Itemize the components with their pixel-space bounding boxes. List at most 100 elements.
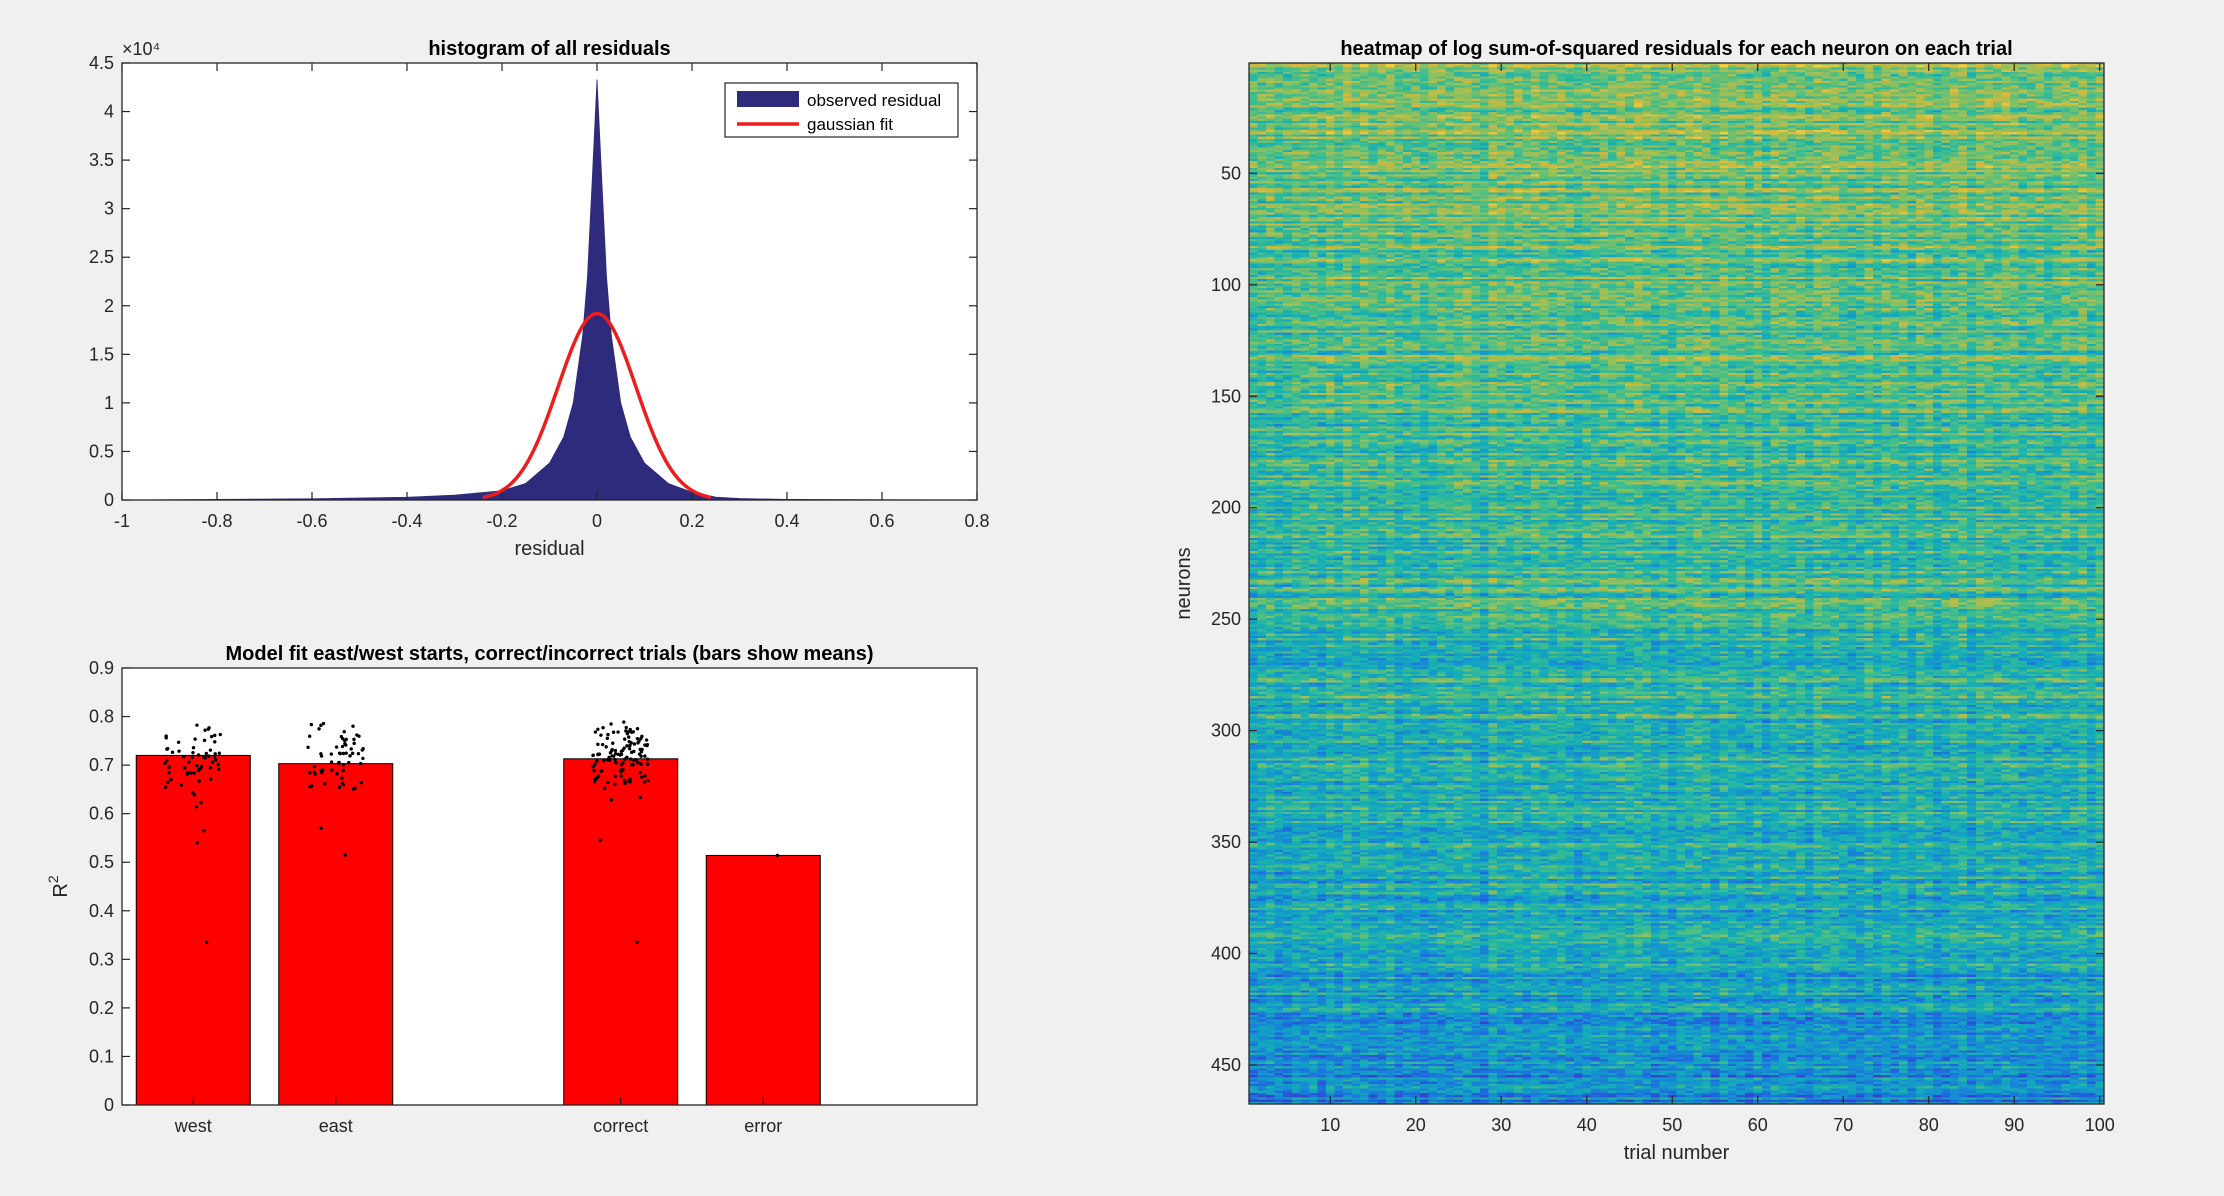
data-dot	[321, 768, 325, 772]
data-dot	[643, 754, 647, 758]
bar-y-tick-label: 0.3	[89, 949, 114, 969]
data-dot	[623, 757, 627, 761]
data-dot	[202, 738, 207, 743]
data-dot	[606, 732, 610, 737]
data-dot	[217, 767, 221, 771]
data-dot	[166, 780, 170, 784]
data-dot	[628, 777, 632, 781]
data-dot	[634, 757, 638, 762]
data-dot	[627, 747, 632, 751]
data-dot	[595, 759, 599, 763]
histogram-x-tick-label: -1	[114, 511, 130, 531]
data-dot	[599, 769, 604, 773]
histogram-panel: -1 -0.8 -0.6 -0.4 -0.2 0 0.2 0.4 0.6 0.8 0 0.5 1 1.5 2…	[89, 38, 990, 560]
data-dot	[340, 744, 345, 749]
data-dot	[195, 763, 199, 768]
histogram-legend[interactable]: observed residual gaussian fit	[724, 82, 959, 138]
bar-y-tick-label: 0.5	[89, 852, 114, 872]
dots-error	[775, 853, 780, 858]
data-dot	[213, 752, 217, 756]
heatmap-x-tick-label: 80	[1919, 1115, 1939, 1135]
heatmap-plot-area	[1249, 63, 2104, 1104]
histogram-y-tick-label: 4	[104, 102, 114, 122]
heatmap-y-axis-label: neurons	[1173, 547, 1195, 619]
data-dot	[592, 768, 596, 773]
data-dot-outlier	[204, 940, 209, 945]
data-dot	[341, 737, 345, 741]
bar-plot-area	[135, 720, 821, 1106]
legend-label-observed: observed residual	[807, 91, 941, 110]
data-dot	[208, 766, 212, 770]
data-dot	[638, 795, 642, 800]
data-dot	[619, 752, 624, 757]
data-dot	[596, 752, 600, 757]
data-dot	[619, 762, 624, 767]
data-dot	[639, 754, 643, 758]
heatmap-y-tick-label: 450	[1211, 1055, 1241, 1075]
data-dot	[632, 742, 637, 746]
histogram-title: histogram of all residuals	[428, 38, 670, 60]
bar-ticks: west east correct error 0 0.1 0.2 0.3 0.4 0.5 0.6 0…	[89, 658, 782, 1136]
heatmap-x-tick-label: 30	[1491, 1115, 1511, 1135]
data-dot	[216, 762, 220, 767]
data-dot	[337, 785, 342, 789]
heatmap-x-tick-label: 60	[1748, 1115, 1768, 1135]
histogram-x-tick-label: -0.6	[296, 511, 327, 531]
data-dot	[210, 760, 215, 764]
data-dot	[609, 722, 613, 726]
histogram-y-tick-label: 0.5	[89, 441, 114, 461]
data-dot	[182, 755, 186, 759]
dots-correct	[591, 720, 650, 945]
data-dot	[599, 733, 603, 737]
data-dot	[359, 780, 364, 785]
data-dot	[349, 747, 353, 751]
bar-y-tick-label: 0.2	[89, 998, 114, 1018]
data-dot	[204, 751, 209, 756]
heatmap-panel: 10 20 30 40 50 60 70 80 90 100 50 100 150 200 250 300 35…	[1173, 38, 2115, 1164]
data-dot	[195, 723, 199, 727]
observed-residual-histogram	[121, 79, 978, 501]
data-dot	[310, 784, 314, 788]
heatmap-title: heatmap of log sum-of-squared residuals …	[1340, 38, 2012, 60]
data-dot	[337, 751, 342, 755]
bar-chart-title: Model fit east/west starts, correct/inco…	[226, 643, 874, 665]
data-dot	[209, 777, 213, 781]
data-dot	[209, 734, 214, 739]
gaussian-fit-line	[482, 311, 712, 500]
bar-x-tick-label: west	[174, 1116, 212, 1136]
data-dot	[308, 770, 312, 775]
histogram-x-tick-label: -0.2	[486, 511, 517, 531]
data-dot	[613, 748, 618, 753]
data-dot	[169, 778, 173, 782]
data-dot	[323, 782, 327, 786]
bar-axes-background	[122, 668, 977, 1105]
data-dot	[213, 740, 217, 744]
data-dot	[307, 734, 312, 738]
data-dot	[602, 759, 606, 763]
heatmap-x-tick-label: 70	[1833, 1115, 1853, 1135]
histogram-x-tick-label: -0.4	[391, 511, 422, 531]
histogram-y-tick-label: 3.5	[89, 150, 114, 170]
data-dot	[611, 730, 616, 734]
data-dot	[352, 737, 356, 742]
data-dot	[616, 730, 620, 734]
data-dot	[613, 752, 618, 756]
bar-east	[278, 763, 394, 1106]
data-dot	[337, 760, 341, 765]
data-dot	[351, 724, 355, 728]
data-dot	[645, 757, 650, 761]
histogram-x-tick-label: 0.6	[869, 511, 894, 531]
data-dot	[329, 752, 334, 756]
data-dot	[622, 778, 626, 783]
data-dot	[601, 726, 605, 730]
data-dot	[347, 760, 351, 765]
heatmap-cells	[1249, 63, 2104, 1104]
bar-y-tick-label: 0.7	[89, 755, 114, 775]
data-dot	[177, 749, 181, 753]
data-dot	[190, 755, 194, 760]
data-dot	[605, 736, 610, 741]
legend-swatch-observed	[737, 91, 799, 107]
bar-y-tick-label: 0	[104, 1095, 114, 1115]
data-dot-outlier	[343, 853, 347, 857]
histogram-x-tick-label: 0	[592, 511, 602, 531]
